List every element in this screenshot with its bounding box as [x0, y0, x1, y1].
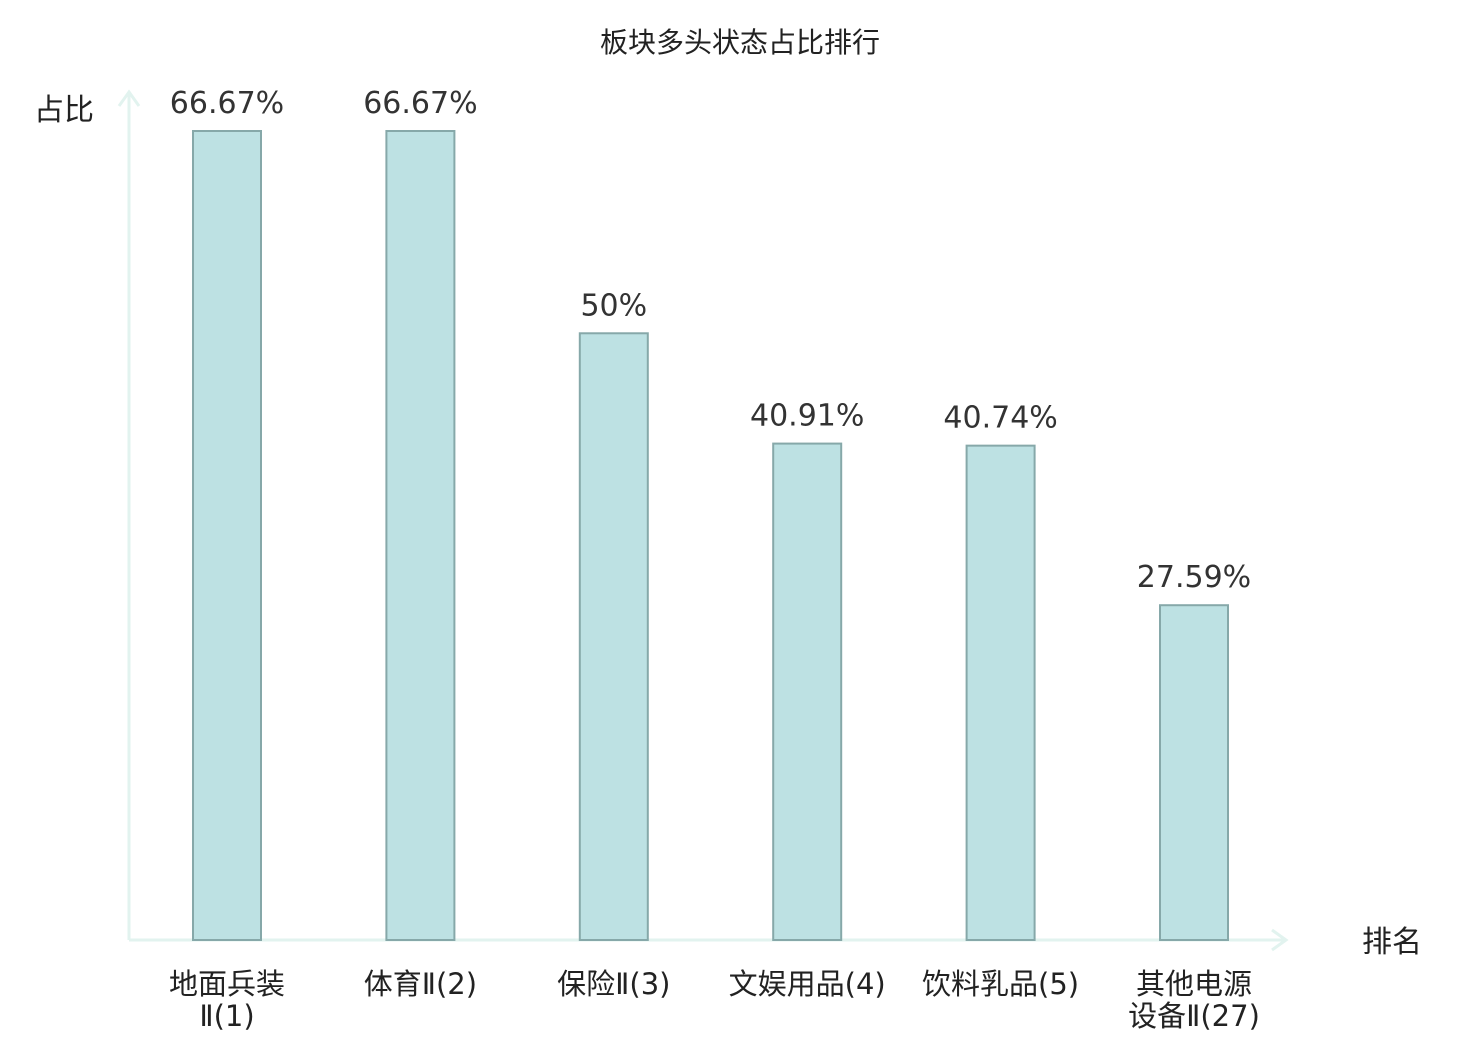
bar-4 [772, 442, 843, 941]
category-tick-label: 地面兵装 [169, 967, 285, 1001]
category-tick-label: 饮料乳品(5) [922, 967, 1079, 1001]
bars-group [192, 130, 1229, 941]
category-tick-label: 设备Ⅱ(27) [1128, 999, 1260, 1033]
bar-3 [578, 332, 649, 941]
y-axis-arrow [117, 89, 141, 107]
bar-value-label: 66.67% [363, 86, 477, 121]
bar-5 [965, 444, 1036, 941]
category-tick-label: 其他电源 [1136, 967, 1252, 1001]
x-axis-title: 排名 [1362, 925, 1422, 960]
bar-6 [1159, 604, 1229, 941]
bar-value-label: 40.91% [750, 399, 864, 434]
x-axis-arrow [1271, 928, 1289, 952]
bar-value-label: 40.74% [943, 401, 1057, 436]
bar-2 [385, 130, 456, 941]
bar-value-label: 66.67% [170, 86, 284, 121]
chart-title: 板块多头状态占比排行 [600, 26, 880, 59]
category-tick-label: 文娱用品(4) [729, 967, 886, 1001]
category-tick-label: 保险Ⅱ(3) [557, 967, 670, 1001]
category-tick-label: 体育Ⅱ(2) [364, 967, 477, 1001]
bar-value-label: 50% [580, 288, 647, 323]
y-axis-title: 占比 [34, 93, 94, 128]
category-tick-label: Ⅱ(1) [199, 999, 254, 1033]
bar-value-label: 27.59% [1137, 560, 1251, 595]
bar-1 [192, 130, 262, 941]
value-labels-group: 66.67% 66.67% 50% 40.91% 40.74% 27.59% [170, 86, 1251, 595]
